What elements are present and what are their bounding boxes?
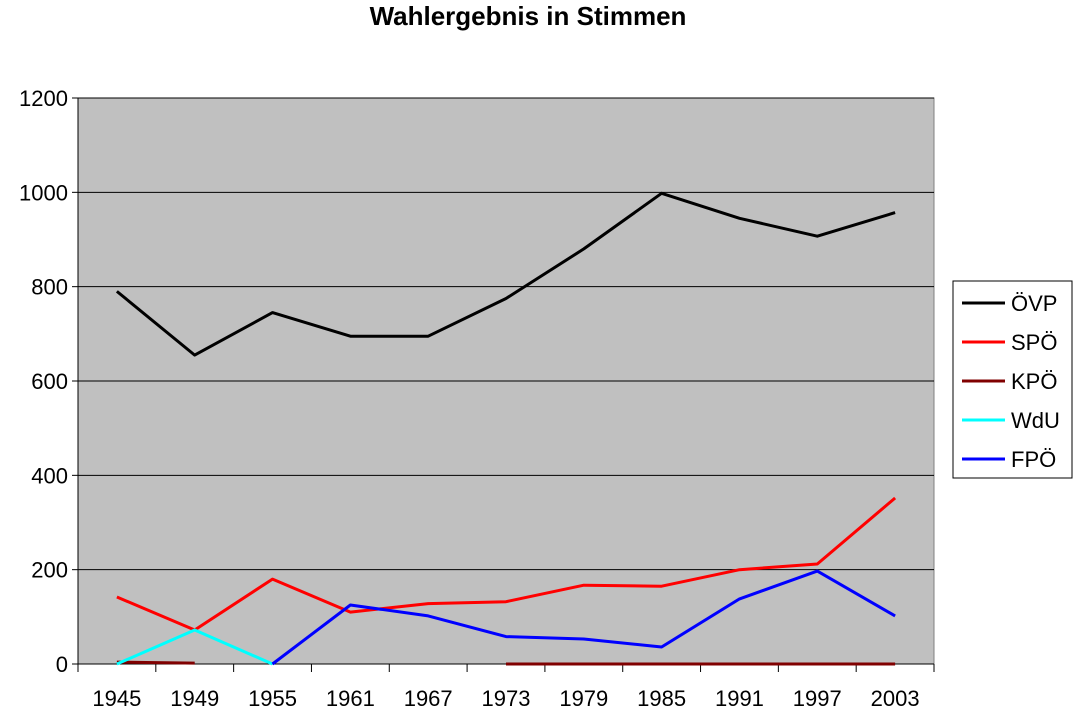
x-tick-label: 1967	[404, 686, 453, 711]
legend: ÖVP SPÖ KPÖ WdU FPÖ	[952, 280, 1073, 479]
legend-label: SPÖ	[1011, 330, 1057, 355]
legend-label: KPÖ	[1011, 369, 1057, 394]
x-tick-label: 1979	[559, 686, 608, 711]
x-tick-label: 1961	[326, 686, 375, 711]
legend-label: FPÖ	[1011, 447, 1056, 472]
y-tick-label: 400	[31, 463, 68, 488]
y-tick-label: 0	[56, 652, 68, 677]
x-tick-label: 1973	[482, 686, 531, 711]
series-övp	[115, 191, 896, 357]
chart-title: Wahlergebnis in Stimmen	[370, 1, 687, 31]
x-tick-label: 1949	[170, 686, 219, 711]
series-line-segment	[115, 191, 896, 357]
x-tick-label: 1997	[793, 686, 842, 711]
y-tick-label: 800	[31, 275, 68, 300]
x-axis-ticks: 1945 1949 1955 1961 1967 1973 1979 1985 1991 1997…	[77, 664, 935, 711]
legend-label: ÖVP	[1011, 291, 1057, 316]
series-line-segment	[116, 660, 195, 665]
y-axis-ticks: 0 200 400 600 800 1000 1200	[19, 86, 78, 677]
series-spö	[116, 496, 897, 632]
x-tick-label: 1945	[92, 686, 141, 711]
series-lines	[115, 191, 897, 666]
x-tick-label: 1991	[715, 686, 764, 711]
series-line-segment	[271, 569, 896, 666]
series-line-segment	[116, 628, 274, 666]
legend-label: WdU	[1011, 408, 1060, 433]
x-tick-label: 2003	[871, 686, 920, 711]
x-tick-label: 1985	[637, 686, 686, 711]
series-line-segment	[116, 496, 897, 632]
series-fpö	[271, 569, 896, 666]
y-tick-label: 200	[31, 558, 68, 583]
y-tick-label: 1000	[19, 180, 68, 205]
y-tick-label: 1200	[19, 86, 68, 111]
y-tick-label: 600	[31, 369, 68, 394]
series-kpö	[116, 660, 896, 666]
x-tick-label: 1955	[248, 686, 297, 711]
gridlines	[78, 97, 934, 571]
